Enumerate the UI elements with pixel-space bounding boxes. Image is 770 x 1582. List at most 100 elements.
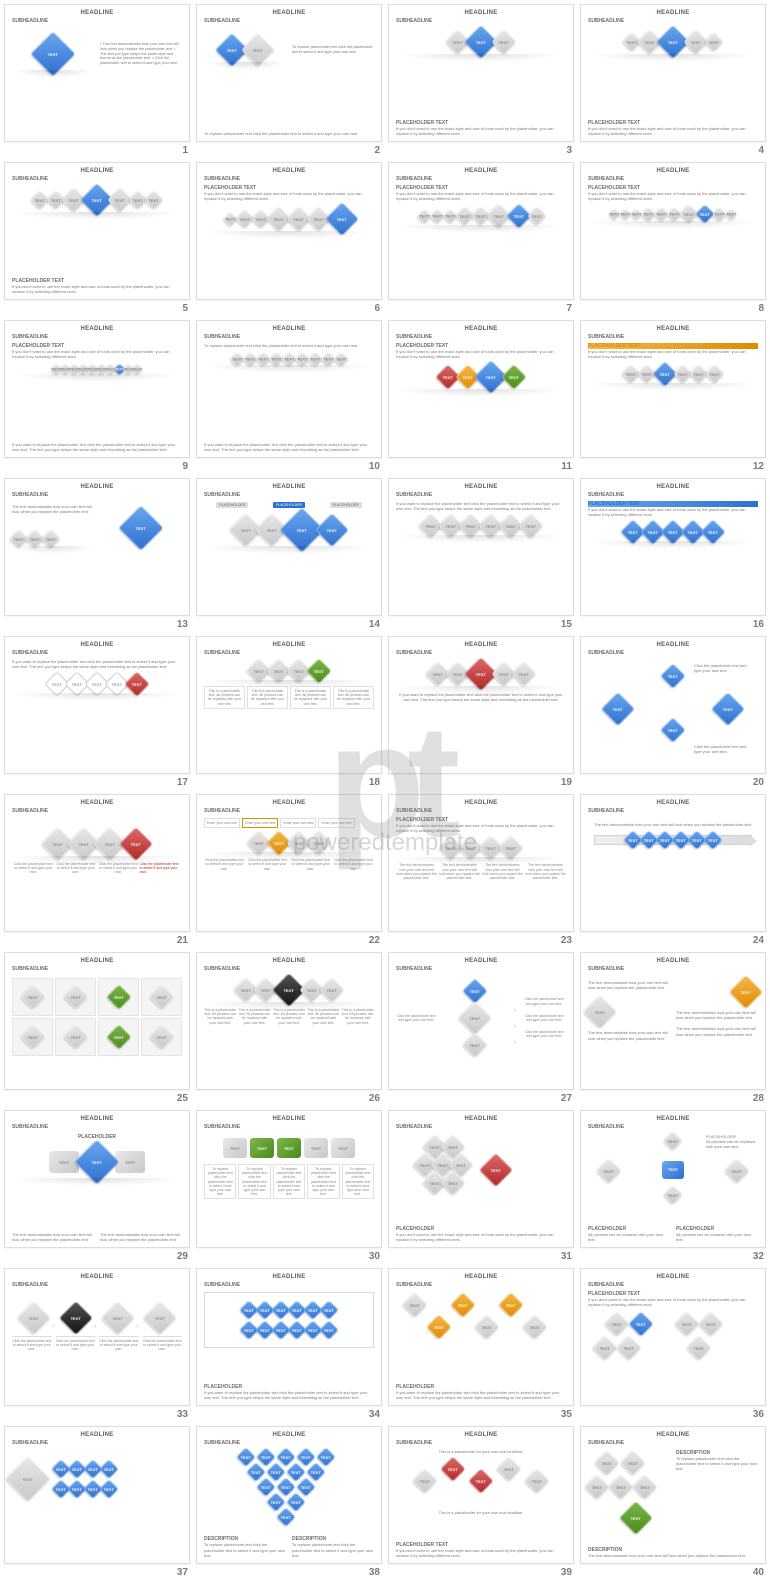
slide-cell[interactable]: HEADLINE SUBHEADLINE Enter your own text… (196, 794, 382, 932)
slide-cell[interactable]: HEADLINE SUBHEADLINETo replace placehold… (196, 320, 382, 458)
slide-thumbnail: HEADLINE SUBHEADLINEPLACEHOLDER TEXTIf y… (580, 320, 766, 458)
slide-cell[interactable]: HEADLINE SUBHEADLINEPLACEHOLDER TEXTIf y… (580, 162, 766, 300)
body-text: If you don't want to use the exact style… (588, 126, 758, 136)
slide-number: 33 (177, 1409, 188, 1420)
slide-cell[interactable]: HEADLINE SUBHEADLINEIf you want to repla… (4, 636, 190, 774)
chevron-right-icon (136, 1315, 142, 1321)
diamond-grey: TEXT (306, 830, 331, 855)
caption-box: To replace placeholder text click the pl… (273, 1164, 305, 1199)
diamond-grey: TEXT (584, 1474, 609, 1499)
slide-cell[interactable]: HEADLINE SUBHEADLINE The text demonstrat… (580, 952, 766, 1090)
slide-cell[interactable]: HEADLINE SUBHEADLINE TEXT TEXT TEXT TEXT… (580, 1110, 766, 1248)
diamond-grey: TEXT (63, 1024, 88, 1049)
slide-cell[interactable]: HEADLINE SUBHEADLINEPLACEHOLDER TEXTIf y… (4, 320, 190, 458)
slide-cell[interactable]: HEADLINE SUBHEADLINETEXTTEXTTEXTTEXTTEXT… (196, 952, 382, 1090)
slide-headline: HEADLINE (396, 958, 566, 964)
slide-cell[interactable]: HEADLINE SUBHEADLINETEXTTEXTTEXTTEXTTEXT… (4, 162, 190, 300)
caption: Click the placeholder text to select it … (56, 1336, 96, 1352)
slide-cell[interactable]: HEADLINE SUBHEADLINE TEXT • This text de… (4, 4, 190, 142)
slide-cell[interactable]: HEADLINE SUBHEADLINETEXTTEXTTEXTTEXT Thi… (196, 636, 382, 774)
diamond-grey: TEXT (281, 352, 297, 368)
slide-cell[interactable]: HEADLINE SUBHEADLINETEXTTEXTTEXTTEXTTEXT… (580, 4, 766, 142)
slide-cell[interactable]: HEADLINE SUBHEADLINE TEXT TEXT TEXT TEXT… (388, 1110, 574, 1248)
slide-cell[interactable]: HEADLINE SUBHEADLINE TEXTTEXTTEXTTEXTTEX… (196, 1110, 382, 1248)
slide-subheadline: SUBHEADLINE (396, 808, 566, 814)
slide-thumbnail: HEADLINE SUBHEADLINEIf you want to repla… (388, 478, 574, 616)
slide-cell[interactable]: HEADLINE SUBHEADLINE TEXTTEXTTEXTTEXT Cl… (4, 794, 190, 932)
slide-cell[interactable]: HEADLINE SUBHEADLINEPLACEHOLDER TEXTIf y… (196, 162, 382, 300)
slide-subheadline: SUBHEADLINE (12, 334, 182, 340)
slide-cell[interactable]: HEADLINE SUBHEADLINEPLACEHOLDER TEXTIf y… (580, 478, 766, 616)
input-box[interactable]: Enter your own text (242, 818, 278, 828)
slide-cell[interactable]: HEADLINE SUBHEADLINE TEXT TEXT TEXT TEXT… (4, 1268, 190, 1406)
caption: Click the placeholder text to select it … (99, 1336, 139, 1352)
slide-cell[interactable]: HEADLINE SUBHEADLINE TEXTTEXTTEXTTEXTTEX… (196, 1426, 382, 1564)
caption: The text demonstrates how your own text … (396, 863, 437, 880)
caption: This is a placeholder text. All phrases … (238, 1008, 270, 1025)
slide-headline: HEADLINE (12, 1274, 182, 1280)
diamond-grey: TEXT (663, 1131, 683, 1151)
body-text: To replace placeholder text click the pl… (204, 343, 374, 348)
slide-subheadline: SUBHEADLINE (12, 492, 182, 498)
slide-headline: HEADLINE (204, 958, 374, 964)
diamond-red: TEXT (479, 1153, 513, 1187)
slide-cell[interactable]: HEADLINE SUBHEADLINE TEXTTEXTTEXTTEXTTEX… (388, 1268, 574, 1406)
slide-headline: HEADLINE (588, 1116, 758, 1122)
caption: Click the placeholder text and type your… (396, 1014, 436, 1022)
slide-cell[interactable]: HEADLINE SUBHEADLINEPLACEHOLDER TEXTIf y… (388, 162, 574, 300)
input-box[interactable]: Enter your own text (280, 818, 316, 828)
caption: Click the placeholder text to select it … (12, 862, 55, 875)
slide-thumbnail: HEADLINE SUBHEADLINETEXTTEXTTEXTTEXTTEXT… (580, 4, 766, 142)
slide-cell[interactable]: HEADLINE SUBHEADLINE TEXTTEXT To replace… (196, 4, 382, 142)
slide-cell[interactable]: HEADLINE SUBHEADLINE TEXT TEXTTEXTTEXTTE… (4, 1426, 190, 1564)
slide-cell[interactable]: HEADLINE SUBHEADLINE Click the placehold… (580, 636, 766, 774)
body-text: If you don't want to use the exact style… (396, 191, 566, 201)
diamond-grey: TEXT (458, 1001, 492, 1035)
diamond-grey: TEXT (608, 1474, 633, 1499)
slide-subheadline: SUBHEADLINE (588, 1282, 758, 1288)
slide-number: 31 (561, 1251, 572, 1262)
slide-cell[interactable]: HEADLINE SUBHEADLINEPLACEHOLDER TEXT TEX… (4, 1110, 190, 1248)
slide-thumbnail: HEADLINE SUBHEADLINETo replace placehold… (196, 320, 382, 458)
slide-cell[interactable]: HEADLINE SUBHEADLINETEXTTEXTTEXTTEXTTEXT… (388, 636, 574, 774)
diamond-grey: TEXT (268, 352, 284, 368)
diamond-grey: TEXT (583, 995, 617, 1029)
slide-thumbnail: HEADLINE SUBHEADLINEPLACEHOLDER TEXT If … (388, 794, 574, 932)
slide-cell[interactable]: HEADLINE SUBHEADLINE PLACEHOLDER PLACEHO… (196, 478, 382, 616)
slide-cell[interactable]: HEADLINE SUBHEADLINEPLACEHOLDER TEXT If … (388, 794, 574, 932)
slide-cell[interactable]: HEADLINE SUBHEADLINE TEXT TEXT TEXT TEXT… (580, 1426, 766, 1564)
caption: The text demonstrates how your own text … (439, 863, 480, 880)
slide-cell[interactable]: HEADLINE SUBHEADLINEThis is a placeholde… (388, 1426, 574, 1564)
diamond-row: TEXTTEXTTEXTTEXTTEXT (588, 523, 758, 541)
diamond-blue: TEXT (99, 1459, 119, 1479)
slide-thumbnail: HEADLINE SUBHEADLINE TEXT TEXT TEXT TEXT… (388, 1110, 574, 1248)
body-text: This is a placeholder for your own sub h… (396, 1510, 566, 1515)
slide-cell[interactable]: HEADLINE SUBHEADLINE The text demonstrat… (4, 478, 190, 616)
input-box[interactable]: Enter your own text (204, 818, 240, 828)
input-box[interactable]: Enter your own text (318, 818, 354, 828)
slide-cell[interactable]: HEADLINE SUBHEADLINEPLACEHOLDER TEXT If … (580, 1268, 766, 1406)
slide-number: 32 (753, 1251, 764, 1262)
slide-cell[interactable]: HEADLINE SUBHEADLINEPLACEHOLDER TEXTIf y… (580, 320, 766, 458)
slide-cell[interactable]: HEADLINE SUBHEADLINE The text demonstrate… (580, 794, 766, 932)
body-text: The text demonstrates how your own text … (588, 822, 758, 827)
slide-cell[interactable]: HEADLINE SUBHEADLINE Click the placehold… (388, 952, 574, 1090)
slide-cell[interactable]: HEADLINE SUBHEADLINE TEXTTEXTTEXTTEXTTEX… (4, 952, 190, 1090)
slide-subheadline: SUBHEADLINE (588, 808, 758, 814)
caption-box: To replace placeholder text click the pl… (238, 1164, 270, 1199)
grid-cell: TEXT (98, 1018, 139, 1056)
slide-cell[interactable]: HEADLINE SUBHEADLINE TEXTTEXTTEXTTEXTTEX… (196, 1268, 382, 1406)
diamond-grey: TEXT (319, 977, 344, 1002)
slide-headline: HEADLINE (588, 800, 758, 806)
slide-cell[interactable]: HEADLINE SUBHEADLINETEXTTEXTTEXTPLACEHOL… (388, 4, 574, 142)
slide-number: 5 (182, 303, 188, 314)
diamond-grey: TEXT (307, 352, 323, 368)
ph-title: PLACEHOLDER (12, 1134, 182, 1140)
slide-number: 8 (758, 303, 764, 314)
diamond-row: TEXTTEXTTEXTTEXT (396, 365, 566, 389)
slide-subheadline: SUBHEADLINE (588, 334, 758, 340)
slide-thumbnail: HEADLINE SUBHEADLINE TEXT TEXTTEXTTEXTTE… (4, 1426, 190, 1564)
slide-cell[interactable]: HEADLINE SUBHEADLINEPLACEHOLDER TEXTIf y… (388, 320, 574, 458)
diamond-grey: TEXT (704, 32, 724, 52)
slide-cell[interactable]: HEADLINE SUBHEADLINEIf you want to repla… (388, 478, 574, 616)
